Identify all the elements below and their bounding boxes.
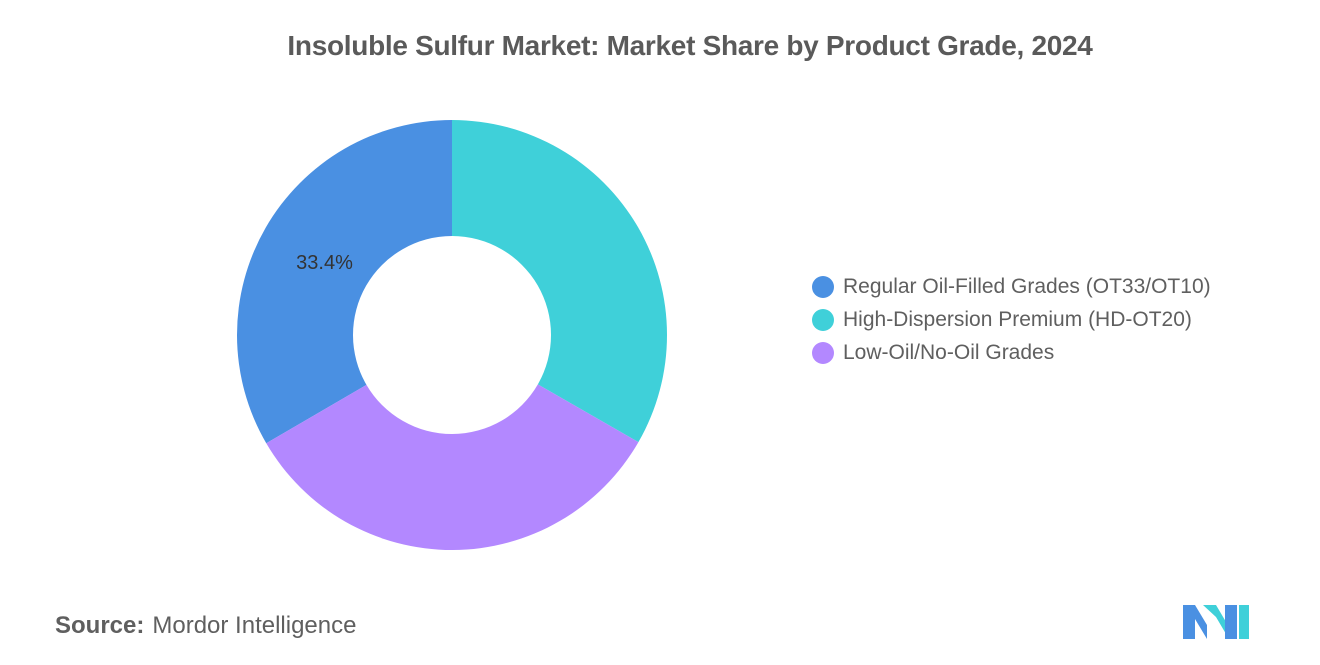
mordor-intelligence-logo-icon	[1183, 605, 1249, 639]
donut-slice-2[interactable]	[452, 120, 668, 443]
legend: Regular Oil-Filled Grades (OT33/OT10) Hi…	[812, 270, 1211, 369]
legend-label: Low-Oil/No-Oil Grades	[843, 340, 1055, 364]
legend-item-low-oil[interactable]: Low-Oil/No-Oil Grades	[812, 336, 1211, 369]
data-label: 33.4%	[296, 252, 353, 274]
legend-item-regular-oil-filled[interactable]: Regular Oil-Filled Grades (OT33/OT10)	[812, 270, 1211, 303]
legend-swatch-icon	[812, 341, 834, 364]
donut-slice-1[interactable]	[236, 120, 452, 444]
legend-item-high-dispersion[interactable]: High-Dispersion Premium (HD-OT20)	[812, 303, 1211, 336]
legend-swatch-icon	[812, 275, 834, 298]
legend-label: Regular Oil-Filled Grades (OT33/OT10)	[843, 274, 1211, 298]
legend-label: High-Dispersion Premium (HD-OT20)	[843, 307, 1192, 331]
source-label: Source:	[55, 612, 145, 639]
source-text: Mordor Intelligence	[152, 612, 357, 639]
source-note: Source: Mordor Intelligence	[55, 612, 356, 640]
chart-title: Insoluble Sulfur Market: Market Share by…	[287, 30, 1093, 61]
legend-swatch-icon	[812, 308, 834, 331]
donut-slice-3[interactable]	[266, 384, 639, 550]
